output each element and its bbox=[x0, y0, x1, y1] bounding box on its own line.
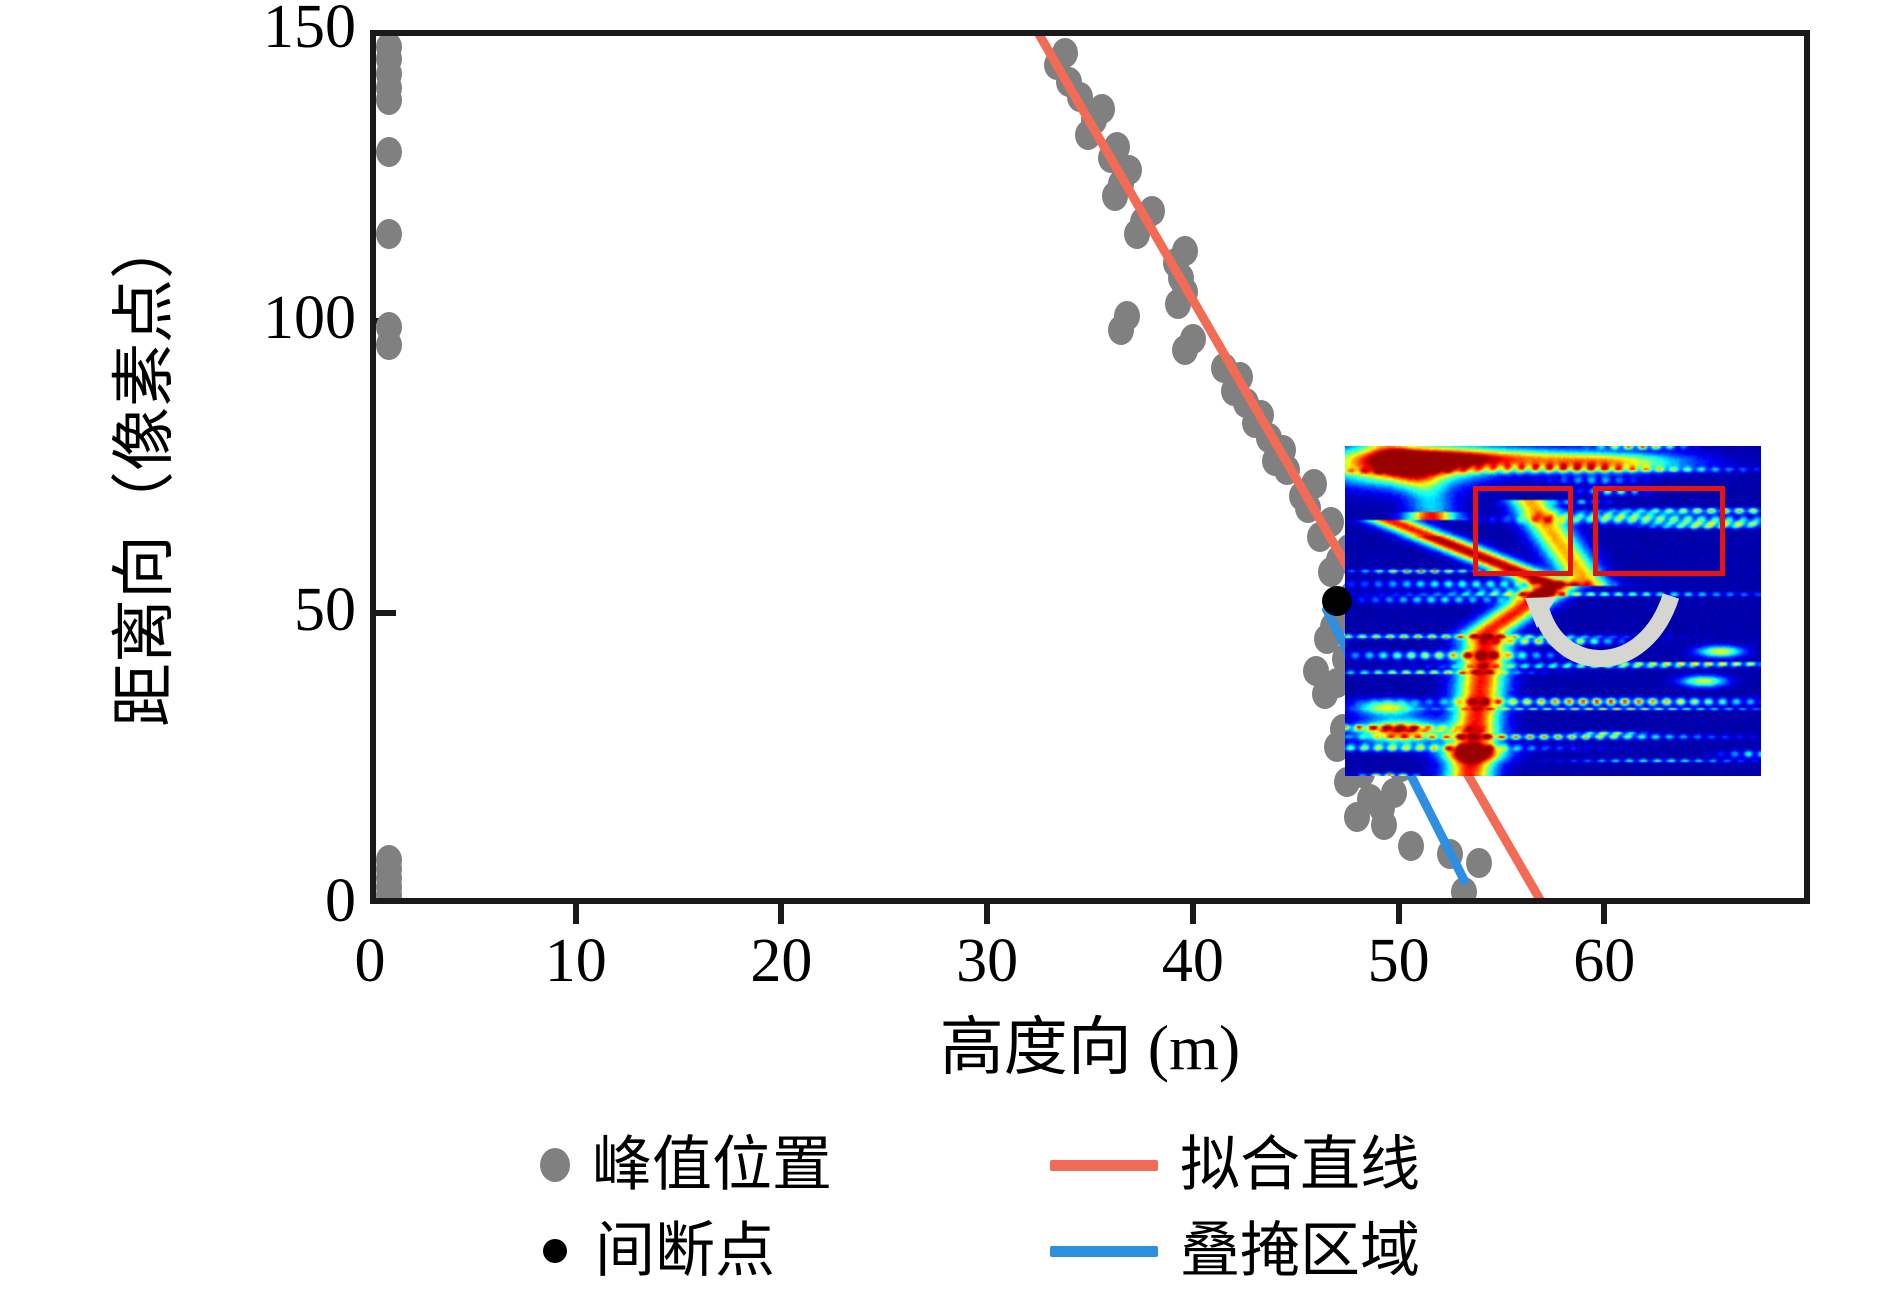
scatter-point bbox=[1356, 784, 1383, 815]
legend: 峰值位置 间断点 拟合直线 叠掩区域 bbox=[540, 1128, 1480, 1288]
scatter-point bbox=[1179, 323, 1206, 354]
x-tick-mark bbox=[1601, 898, 1608, 924]
curved-arrow-head bbox=[1525, 597, 1557, 628]
legend-item-break-point[interactable]: 间断点 bbox=[540, 1214, 775, 1288]
scatter-point bbox=[1381, 778, 1408, 809]
x-tick-label: 60 bbox=[1573, 927, 1636, 995]
legend-item-fit-line[interactable]: 拟合直线 bbox=[1050, 1128, 1420, 1202]
x-tick-mark bbox=[1395, 898, 1402, 924]
scatter-point bbox=[1437, 839, 1463, 870]
x-tick-label: 20 bbox=[750, 927, 813, 995]
legend-label-break-point: 间断点 bbox=[595, 1218, 775, 1284]
scatter-point bbox=[1465, 848, 1492, 879]
scatter-point bbox=[1210, 352, 1237, 383]
y-tick-label: 0 bbox=[325, 867, 356, 935]
scatter-point bbox=[1451, 877, 1478, 898]
x-tick-mark bbox=[984, 898, 991, 924]
inset-heatmap bbox=[1345, 446, 1761, 776]
y-tick-label: 150 bbox=[263, 0, 356, 61]
x-tick-label: 40 bbox=[1161, 927, 1224, 995]
scatter-point bbox=[1089, 93, 1116, 124]
scatter-point bbox=[1397, 830, 1424, 861]
y-axis-title: 距离向（像素点） bbox=[109, 215, 180, 727]
scatter-point bbox=[376, 36, 402, 63]
scatter-point bbox=[1301, 469, 1328, 500]
inset-red-box-left bbox=[1473, 486, 1573, 576]
x-tick-label: 30 bbox=[956, 927, 1019, 995]
scatter-point bbox=[376, 312, 402, 343]
scatter-point bbox=[1138, 195, 1165, 226]
curved-arrow-path bbox=[1532, 593, 1680, 667]
break-point-marker bbox=[1321, 586, 1352, 616]
scatter-point bbox=[1052, 38, 1079, 69]
y-tick-label: 100 bbox=[263, 284, 356, 353]
legend-gray-dot-icon bbox=[540, 1148, 570, 1182]
legend-item-peak-position[interactable]: 峰值位置 bbox=[540, 1128, 832, 1202]
scatter-point bbox=[1171, 236, 1198, 267]
scatter-point bbox=[1317, 507, 1344, 538]
scatter-point bbox=[1114, 300, 1141, 331]
scatter-point bbox=[376, 218, 402, 249]
legend-item-layover-area[interactable]: 叠掩区域 bbox=[1050, 1214, 1420, 1288]
inset-red-box-right bbox=[1593, 486, 1725, 576]
y-tick-mark bbox=[370, 609, 396, 616]
heatmap-canvas bbox=[1345, 446, 1761, 776]
scatter-point bbox=[1103, 131, 1130, 162]
x-axis-title: 高度向 (m) bbox=[939, 1012, 1241, 1083]
legend-label-layover-area: 叠掩区域 bbox=[1180, 1218, 1420, 1284]
x-tick-mark bbox=[778, 898, 785, 924]
x-tick-mark bbox=[572, 898, 579, 924]
x-tick-label: 10 bbox=[544, 927, 607, 995]
legend-black-dot-icon bbox=[543, 1239, 567, 1263]
scatter-point bbox=[376, 137, 402, 168]
legend-red-line-icon bbox=[1050, 1159, 1158, 1171]
x-tick-label: 0 bbox=[354, 927, 386, 995]
scatter-point bbox=[376, 845, 402, 876]
legend-label-peak-position: 峰值位置 bbox=[592, 1132, 832, 1198]
x-tick-mark bbox=[1189, 898, 1196, 924]
legend-blue-line-icon bbox=[1050, 1245, 1158, 1257]
legend-label-fit-line: 拟合直线 bbox=[1180, 1132, 1420, 1198]
x-tick-label: 50 bbox=[1367, 927, 1430, 995]
inset-arrow-svg bbox=[1525, 593, 1680, 667]
y-tick-label: 50 bbox=[294, 575, 356, 644]
